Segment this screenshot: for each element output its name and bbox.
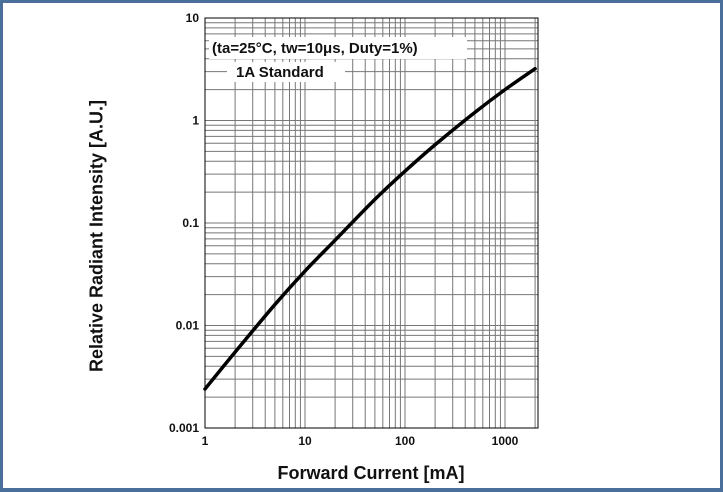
annotation-conditions: (ta=25°C, tw=10μs, Duty=1%) bbox=[212, 40, 418, 57]
series-line bbox=[203, 66, 537, 391]
annotation-box: (ta=25°C, tw=10μs, Duty=1%) 1A Standard bbox=[209, 37, 467, 82]
x-axis-label: Forward Current [mA] bbox=[277, 463, 465, 483]
plot-area-border bbox=[204, 17, 539, 429]
y-tick-label: 10 bbox=[186, 11, 200, 25]
x-tick-label: 1000 bbox=[492, 434, 519, 448]
x-tick-label: 1 bbox=[202, 434, 209, 448]
y-tick-label: 0.1 bbox=[182, 216, 199, 230]
y-tick-label: 0.001 bbox=[169, 421, 199, 435]
x-tick-label: 100 bbox=[395, 434, 415, 448]
grid-lines bbox=[205, 18, 538, 428]
x-tick-label: 10 bbox=[298, 434, 312, 448]
y-tick-labels: 0.001 0.01 0.1 1 10 bbox=[169, 11, 199, 435]
y-axis-label: Relative Radiant Intensity [A.U.] bbox=[86, 99, 107, 373]
y-tick-label: 0.01 bbox=[176, 319, 200, 333]
y-tick-label: 1 bbox=[192, 114, 199, 128]
annotation-standard: 1A Standard bbox=[236, 64, 324, 81]
x-tick-labels: 1 10 100 1000 bbox=[202, 434, 519, 448]
